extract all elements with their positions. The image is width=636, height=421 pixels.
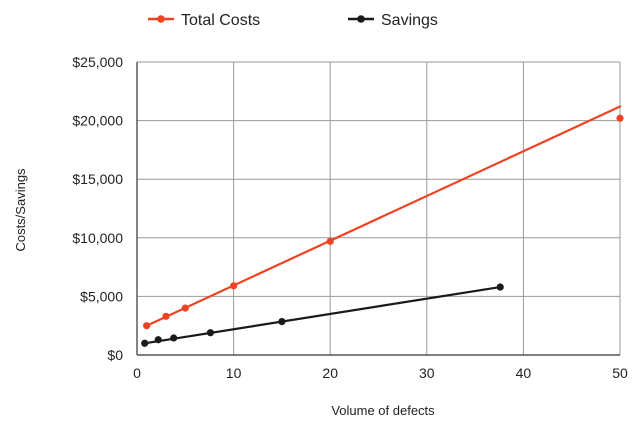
x-tick-label: 20 [322, 365, 338, 381]
legend-label: Savings [381, 12, 438, 29]
data-point [326, 237, 334, 245]
data-point [143, 322, 151, 330]
legend-swatch-marker [357, 15, 365, 23]
data-point [181, 304, 189, 312]
series-line [145, 105, 622, 327]
data-point [154, 336, 162, 344]
data-point [616, 114, 624, 122]
y-tick-label: $5,000 [80, 288, 123, 304]
x-tick-label: 30 [419, 365, 435, 381]
x-axis-title: Volume of defects [331, 403, 435, 418]
data-point [496, 283, 504, 291]
legend-label: Total Costs [181, 12, 260, 29]
legend-item: Savings [348, 12, 438, 29]
x-tick-labels: 0 10 20 30 40 50 [133, 365, 628, 381]
x-tick-label: 0 [133, 365, 141, 381]
data-point [206, 329, 215, 337]
data-point [141, 339, 149, 347]
legend: Total Costs Savings [148, 12, 438, 29]
y-tick-labels: $0 $5,000 $10,000 $15,000 $20,000 $25,000 [72, 54, 123, 363]
data-point [278, 317, 286, 326]
y-tick-label: $25,000 [72, 54, 123, 70]
y-tick-label: $10,000 [72, 230, 123, 246]
series-line [143, 285, 502, 345]
x-tick-label: 50 [612, 365, 628, 381]
x-tick-label: 40 [516, 365, 532, 381]
data-point [162, 312, 170, 320]
series-0 [143, 105, 624, 330]
data-point [230, 282, 238, 290]
y-tick-label: $20,000 [72, 113, 123, 129]
legend-item: Total Costs [148, 12, 260, 29]
grid-lines [136, 61, 621, 356]
series-1 [141, 283, 504, 347]
series-layer [141, 105, 624, 347]
y-tick-label: $15,000 [72, 171, 123, 187]
y-axis-title: Costs/Savings [13, 168, 28, 252]
axes [136, 62, 620, 356]
y-tick-label: $0 [107, 347, 123, 363]
data-point [170, 334, 178, 342]
legend-swatch-marker [157, 15, 165, 23]
x-tick-label: 10 [226, 365, 242, 381]
